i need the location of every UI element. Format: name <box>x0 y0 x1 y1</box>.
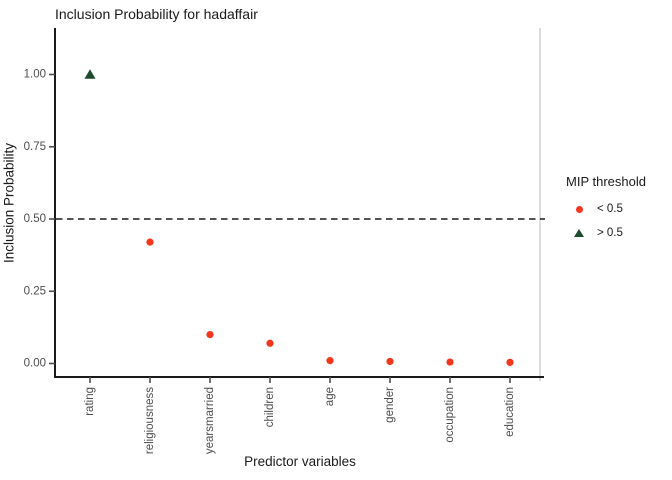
legend-title: MIP threshold <box>566 174 646 189</box>
data-point-gender <box>386 357 394 366</box>
x-tick-label-education: education <box>504 387 516 437</box>
legend-item-above: > 0.5 <box>566 221 646 245</box>
data-point-education <box>506 358 514 366</box>
x-tick-label-religiousness: religiousness <box>144 387 156 454</box>
x-tick-label-age: age <box>324 387 336 406</box>
x-tick-label-rating: rating <box>84 387 96 416</box>
y-tick-label: 0.00 <box>24 358 46 370</box>
triangle-point-icon <box>574 229 584 237</box>
data-point-age <box>326 357 334 365</box>
y-axis-title-text: Inclusion Probability <box>1 142 17 264</box>
data-point-religiousness <box>146 238 154 246</box>
legend-symbol-cell <box>566 205 592 213</box>
x-tick-label-children: children <box>264 387 276 427</box>
x-tick-label-yearsmarried: yearsmarried <box>204 387 216 454</box>
legend: MIP threshold < 0.5 > 0.5 <box>566 174 646 245</box>
data-point-rating <box>84 69 96 79</box>
y-tick-label: 1.00 <box>24 69 46 81</box>
data-point-yearsmarried <box>206 331 214 339</box>
y-tick-label: 0.50 <box>24 213 46 225</box>
circle-point-icon <box>575 205 583 213</box>
data-point-occupation <box>446 358 454 366</box>
legend-item-label: < 0.5 <box>597 203 623 215</box>
x-axis-title: Predictor variables <box>244 454 356 469</box>
legend-symbol-cell <box>566 229 592 237</box>
x-tick-label-gender: gender <box>384 387 396 423</box>
legend-item-below: < 0.5 <box>566 197 646 221</box>
chart-title: Inclusion Probability for hadaffair <box>55 6 258 22</box>
legend-item-label: > 0.5 <box>597 227 623 239</box>
data-point-children <box>266 339 274 347</box>
x-tick-label-occupation: occupation <box>444 387 456 443</box>
y-tick-label: 0.75 <box>24 141 46 153</box>
y-tick-label: 0.25 <box>24 285 46 297</box>
